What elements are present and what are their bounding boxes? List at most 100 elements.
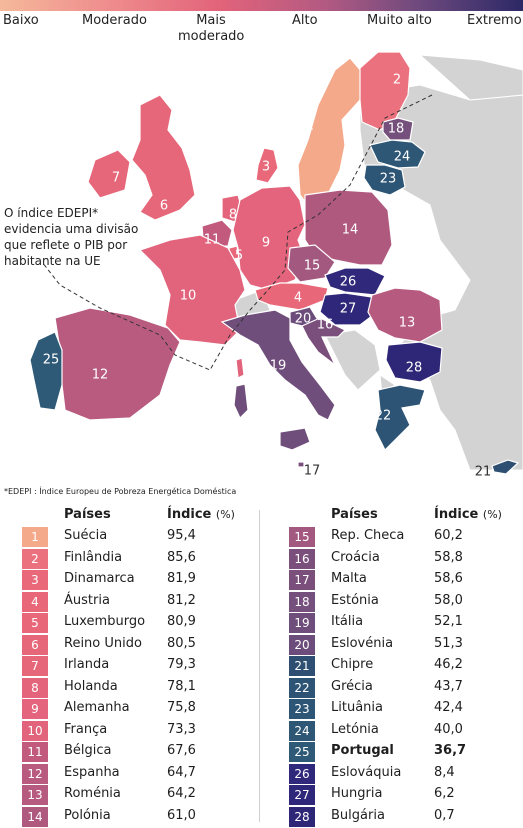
country-sweden: [298, 58, 362, 210]
index-value: 52,1: [434, 614, 463, 629]
header-countries: Países: [64, 507, 111, 522]
index-value: 80,9: [167, 614, 196, 629]
rank-badge: 5: [22, 613, 48, 633]
rank-badge: 25: [289, 742, 315, 762]
legend-label-extremo: Extremo: [467, 13, 522, 29]
country-name: Croácia: [331, 550, 380, 565]
country-name: Bélgica: [64, 743, 112, 758]
index-value: 75,8: [167, 700, 196, 715]
index-value: 58,6: [434, 571, 463, 586]
map-label-4: 4: [294, 291, 302, 306]
country-name: Irlanda: [64, 657, 109, 672]
index-value: 80,5: [167, 636, 196, 651]
index-value: 36,7: [434, 743, 466, 758]
rank-badge: 13: [22, 785, 48, 805]
country-sicily: [280, 428, 310, 450]
legend-label-muito-alto: Muito alto: [367, 13, 432, 29]
header-index-unit: (%): [483, 508, 502, 521]
table-header: Países Índice (%): [22, 505, 252, 527]
country-name: Luxemburgo: [64, 614, 145, 629]
country-ireland: [88, 150, 130, 198]
map-label-15: 15: [304, 259, 321, 274]
rank-badge: 23: [289, 699, 315, 719]
map-label-19: 19: [270, 359, 287, 374]
country-name: Itália: [331, 614, 363, 629]
country-name: Rep. Checa: [331, 528, 404, 543]
rank-badge: 15: [289, 527, 315, 547]
index-value: 81,9: [167, 571, 196, 586]
index-value: 78,1: [167, 679, 196, 694]
map-label-8: 8: [229, 208, 237, 223]
country-name: França: [64, 722, 107, 737]
legend-label-baixo: Baixo: [3, 13, 39, 29]
header-index-unit: (%): [216, 508, 235, 521]
table-row: 17 Malta 58,6: [289, 570, 519, 592]
country-name: Espanha: [64, 765, 120, 780]
country-name: Eslováquia: [331, 765, 401, 780]
map-label-9: 9: [262, 236, 270, 251]
rank-badge: 11: [22, 742, 48, 762]
country-name: Chipre: [331, 657, 373, 672]
country-name: Suécia: [64, 528, 107, 543]
map-label-10: 10: [180, 289, 197, 304]
header-index: Índice (%): [434, 507, 502, 522]
index-value: 64,7: [167, 765, 196, 780]
map-label-2: 2: [393, 73, 401, 88]
edepi-note: O índice EDEPI* evidencia uma divisão qu…: [4, 205, 154, 269]
country-name: Letónia: [331, 722, 379, 737]
header-index-label: Índice: [434, 507, 478, 522]
country-corsica: [236, 358, 244, 378]
rank-badge: 20: [289, 635, 315, 655]
country-name: Áustria: [64, 593, 110, 608]
country-name: Malta: [331, 571, 367, 586]
map-label-28: 28: [406, 361, 423, 376]
country-name: Hungria: [331, 786, 382, 801]
rank-badge: 17: [289, 570, 315, 590]
index-value: 58,0: [434, 593, 463, 608]
map-label-24: 24: [394, 150, 411, 165]
rank-badge: 6: [22, 635, 48, 655]
rank-badge: 19: [289, 613, 315, 633]
map-label-7: 7: [112, 171, 120, 186]
map-label-20: 20: [295, 312, 312, 327]
map-label-22: 22: [375, 409, 392, 424]
map-label-18: 18: [388, 122, 405, 137]
legend-label-mais-moderado: Mais moderado: [178, 13, 244, 45]
country-name: Lituânia: [331, 700, 383, 715]
country-name: Portugal: [331, 743, 394, 758]
table-row: 25 Portugal 36,7: [289, 742, 519, 764]
country-name: Estónia: [331, 593, 379, 608]
index-value: 95,4: [167, 528, 196, 543]
country-sardinia: [234, 384, 248, 418]
country-name: Grécia: [331, 679, 373, 694]
rank-badge: 9: [22, 699, 48, 719]
map-label-23: 23: [380, 172, 397, 187]
rank-badge: 16: [289, 549, 315, 569]
index-value: 79,3: [167, 657, 196, 672]
rank-badge: 10: [22, 721, 48, 741]
map-label-6: 6: [160, 199, 168, 214]
index-value: 81,2: [167, 593, 196, 608]
table-row: 19 Itália 52,1: [289, 613, 519, 635]
map-label-16: 16: [317, 318, 334, 333]
map-label-3: 3: [262, 160, 270, 175]
index-value: 61,0: [167, 808, 196, 823]
table-row: 5 Luxemburgo 80,9: [22, 613, 252, 635]
